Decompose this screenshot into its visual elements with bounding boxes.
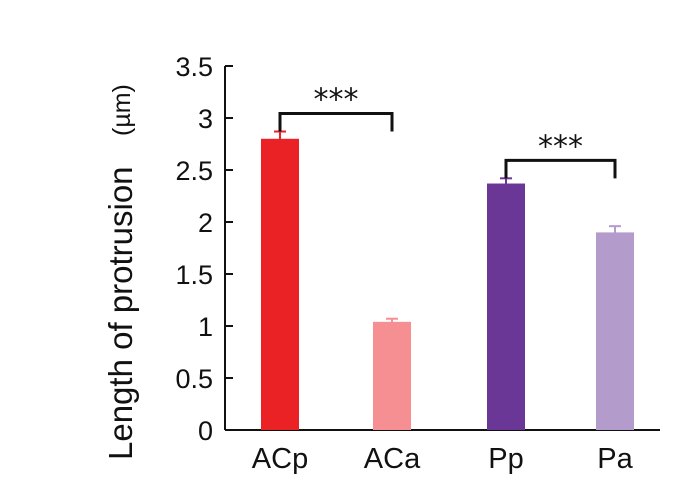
significance-label: *** (538, 129, 583, 164)
y-tick-label: 2.5 (175, 156, 213, 186)
y-tick-label: 3 (198, 104, 213, 134)
y-tick-label: 0.5 (175, 364, 213, 394)
y-tick-label: 2 (198, 208, 213, 238)
y-axis-unit: (µm) (108, 84, 136, 136)
y-axis-label: Length of protrusion (102, 166, 139, 460)
bar-acp (261, 138, 299, 431)
axes: 0 0.5 1 1.5 2 2.5 3 3.5 (175, 52, 660, 446)
category-label: ACa (364, 443, 421, 475)
y-tick-label: 0 (198, 416, 213, 446)
category-label: ACp (252, 443, 308, 475)
significance-label: *** (314, 83, 359, 118)
category-label: Pa (597, 443, 633, 475)
bars: ACp ACa Pp Pa (252, 130, 634, 475)
significance-bracket (278, 112, 394, 132)
category-label: Pp (488, 443, 523, 475)
y-tick-label: 1.5 (175, 260, 213, 290)
significance-annotations: *** *** (278, 83, 617, 179)
y-tick-label: 3.5 (175, 52, 213, 82)
bar-pa (596, 232, 634, 430)
y-axis-label-group: Length of protrusion (µm) (102, 84, 139, 460)
bar-pp (487, 183, 525, 430)
bar-aca (373, 321, 411, 430)
y-tick-label: 1 (198, 312, 213, 342)
significance-bracket (504, 158, 617, 179)
